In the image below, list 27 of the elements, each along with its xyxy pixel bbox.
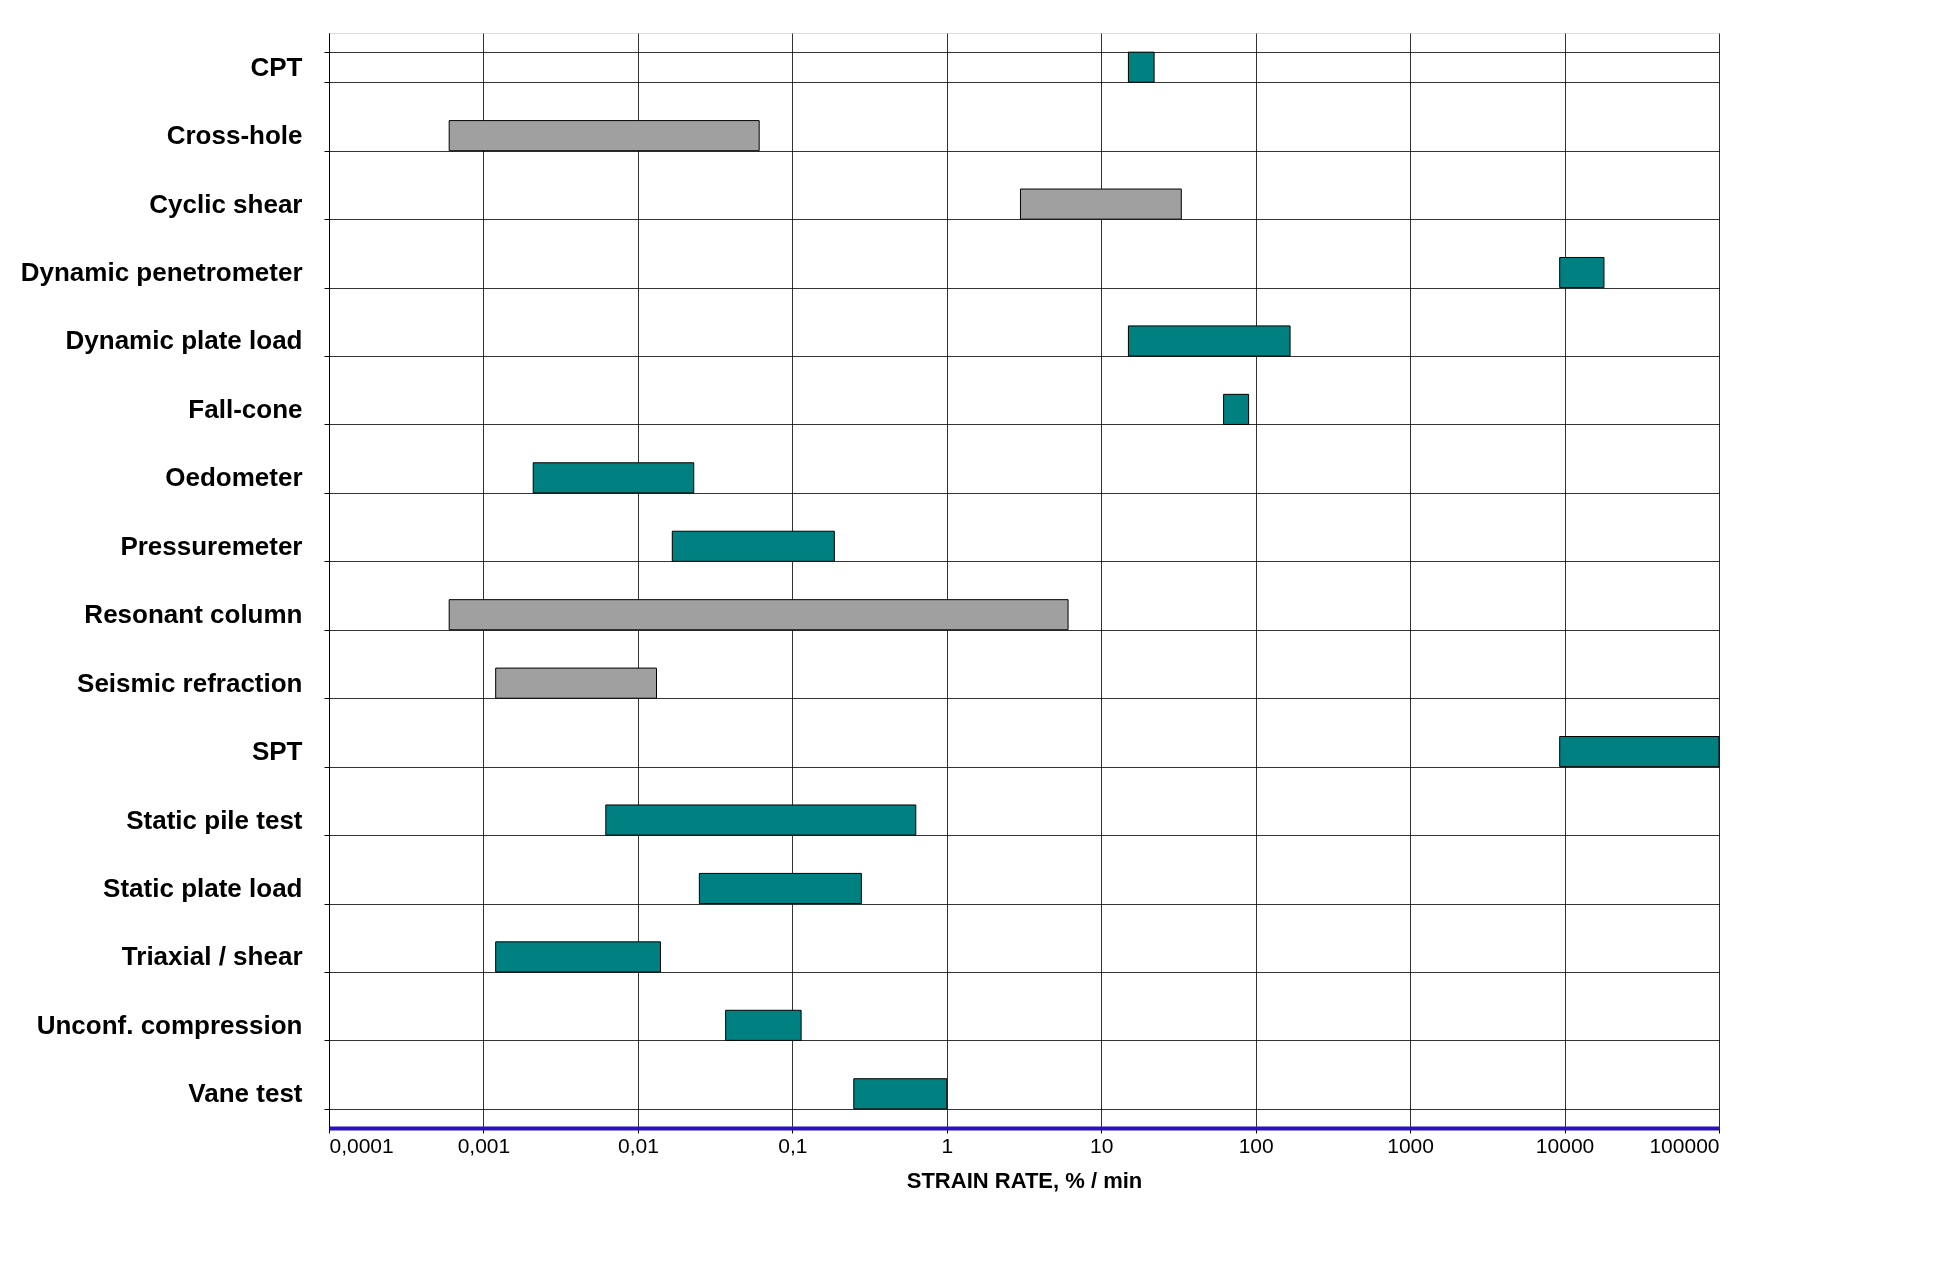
x-tick-label: 0,01 xyxy=(617,1133,659,1157)
y-tick-label: Triaxial / shear xyxy=(121,941,303,972)
y-tick-label: Static pile test xyxy=(126,804,303,835)
y-tick-label: Seismic refraction xyxy=(77,667,303,698)
y-tick-label: Fall-cone xyxy=(188,393,303,424)
y-tick-label: Resonant column xyxy=(84,599,303,630)
x-tick-label: 0,1 xyxy=(778,1133,808,1157)
y-tick-label: Dynamic plate load xyxy=(65,325,303,356)
y-tick-label: CPT xyxy=(250,51,303,82)
x-tick-label: 1 xyxy=(941,1133,954,1157)
y-tick-label: Cyclic shear xyxy=(149,188,303,219)
x-tick-label: 10000 xyxy=(1535,1133,1595,1157)
y-tick-label: Static plate load xyxy=(103,872,303,903)
x-tick-label: 1000 xyxy=(1387,1133,1434,1157)
y-tick-label: Dynamic penetrometer xyxy=(20,257,303,288)
y-tick-label: Oedometer xyxy=(165,462,303,493)
x-tick-label: 0,001 xyxy=(457,1133,511,1157)
y-tick-label: Cross-hole xyxy=(166,120,303,151)
y-tick-label: Pressuremeter xyxy=(120,530,303,561)
y-tick-label: Vane test xyxy=(188,1078,303,1109)
y-tick-label: SPT xyxy=(251,736,303,767)
x-tick-label: 0,0001 xyxy=(329,1133,394,1157)
x-axis-title: STRAIN RATE, % / min xyxy=(906,1167,1143,1193)
x-tick-label: 10 xyxy=(1090,1133,1114,1157)
y-tick-label: Unconf. compression xyxy=(36,1009,303,1040)
x-tick-label: 100 xyxy=(1238,1133,1274,1157)
x-tick-label: 100000 xyxy=(1649,1133,1720,1157)
